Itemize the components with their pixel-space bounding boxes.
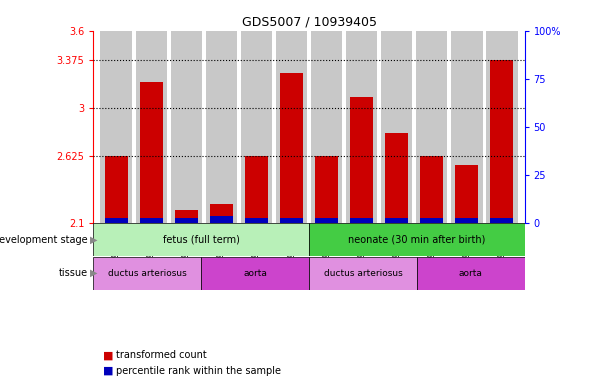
Text: ▶: ▶ bbox=[90, 268, 98, 278]
Bar bbox=[280, 73, 303, 223]
Text: development stage: development stage bbox=[0, 235, 87, 245]
Bar bbox=[276, 31, 308, 223]
Bar bbox=[140, 82, 163, 223]
Text: ▶: ▶ bbox=[90, 235, 98, 245]
Bar bbox=[206, 31, 237, 223]
Bar bbox=[175, 218, 198, 223]
Bar bbox=[420, 156, 443, 223]
Bar bbox=[381, 31, 412, 223]
Bar bbox=[416, 31, 447, 223]
Bar bbox=[210, 216, 233, 223]
Text: ductus arteriosus: ductus arteriosus bbox=[324, 269, 402, 278]
Bar bbox=[101, 31, 132, 223]
Bar bbox=[140, 218, 163, 223]
Bar bbox=[210, 204, 233, 223]
Bar bbox=[105, 156, 128, 223]
Text: transformed count: transformed count bbox=[116, 350, 206, 360]
Bar bbox=[171, 31, 202, 223]
Bar bbox=[350, 218, 373, 223]
Bar bbox=[490, 60, 513, 223]
Bar bbox=[350, 97, 373, 223]
Bar bbox=[455, 218, 478, 223]
Bar bbox=[175, 210, 198, 223]
Bar bbox=[93, 257, 201, 290]
Bar bbox=[309, 223, 525, 256]
Bar bbox=[346, 31, 377, 223]
Text: tissue: tissue bbox=[58, 268, 87, 278]
Bar bbox=[315, 218, 338, 223]
Text: aorta: aorta bbox=[243, 269, 267, 278]
Bar bbox=[241, 31, 272, 223]
Bar bbox=[315, 156, 338, 223]
Bar bbox=[451, 31, 482, 223]
Bar bbox=[385, 218, 408, 223]
Bar bbox=[245, 218, 268, 223]
Bar bbox=[136, 31, 167, 223]
Bar bbox=[486, 31, 517, 223]
Bar bbox=[309, 257, 417, 290]
Bar bbox=[280, 218, 303, 223]
Text: fetus (full term): fetus (full term) bbox=[163, 235, 239, 245]
Bar bbox=[385, 133, 408, 223]
Bar bbox=[311, 31, 343, 223]
Bar bbox=[245, 156, 268, 223]
Bar bbox=[417, 257, 525, 290]
Text: ductus arteriosus: ductus arteriosus bbox=[108, 269, 187, 278]
Bar bbox=[420, 218, 443, 223]
Bar bbox=[93, 223, 309, 256]
Bar bbox=[201, 257, 309, 290]
Bar bbox=[490, 218, 513, 223]
Text: neonate (30 min after birth): neonate (30 min after birth) bbox=[348, 235, 485, 245]
Text: aorta: aorta bbox=[459, 269, 482, 278]
Text: ■: ■ bbox=[103, 366, 116, 376]
Title: GDS5007 / 10939405: GDS5007 / 10939405 bbox=[242, 15, 376, 28]
Bar bbox=[455, 165, 478, 223]
Text: percentile rank within the sample: percentile rank within the sample bbox=[116, 366, 281, 376]
Text: ■: ■ bbox=[103, 350, 116, 360]
Bar bbox=[105, 218, 128, 223]
